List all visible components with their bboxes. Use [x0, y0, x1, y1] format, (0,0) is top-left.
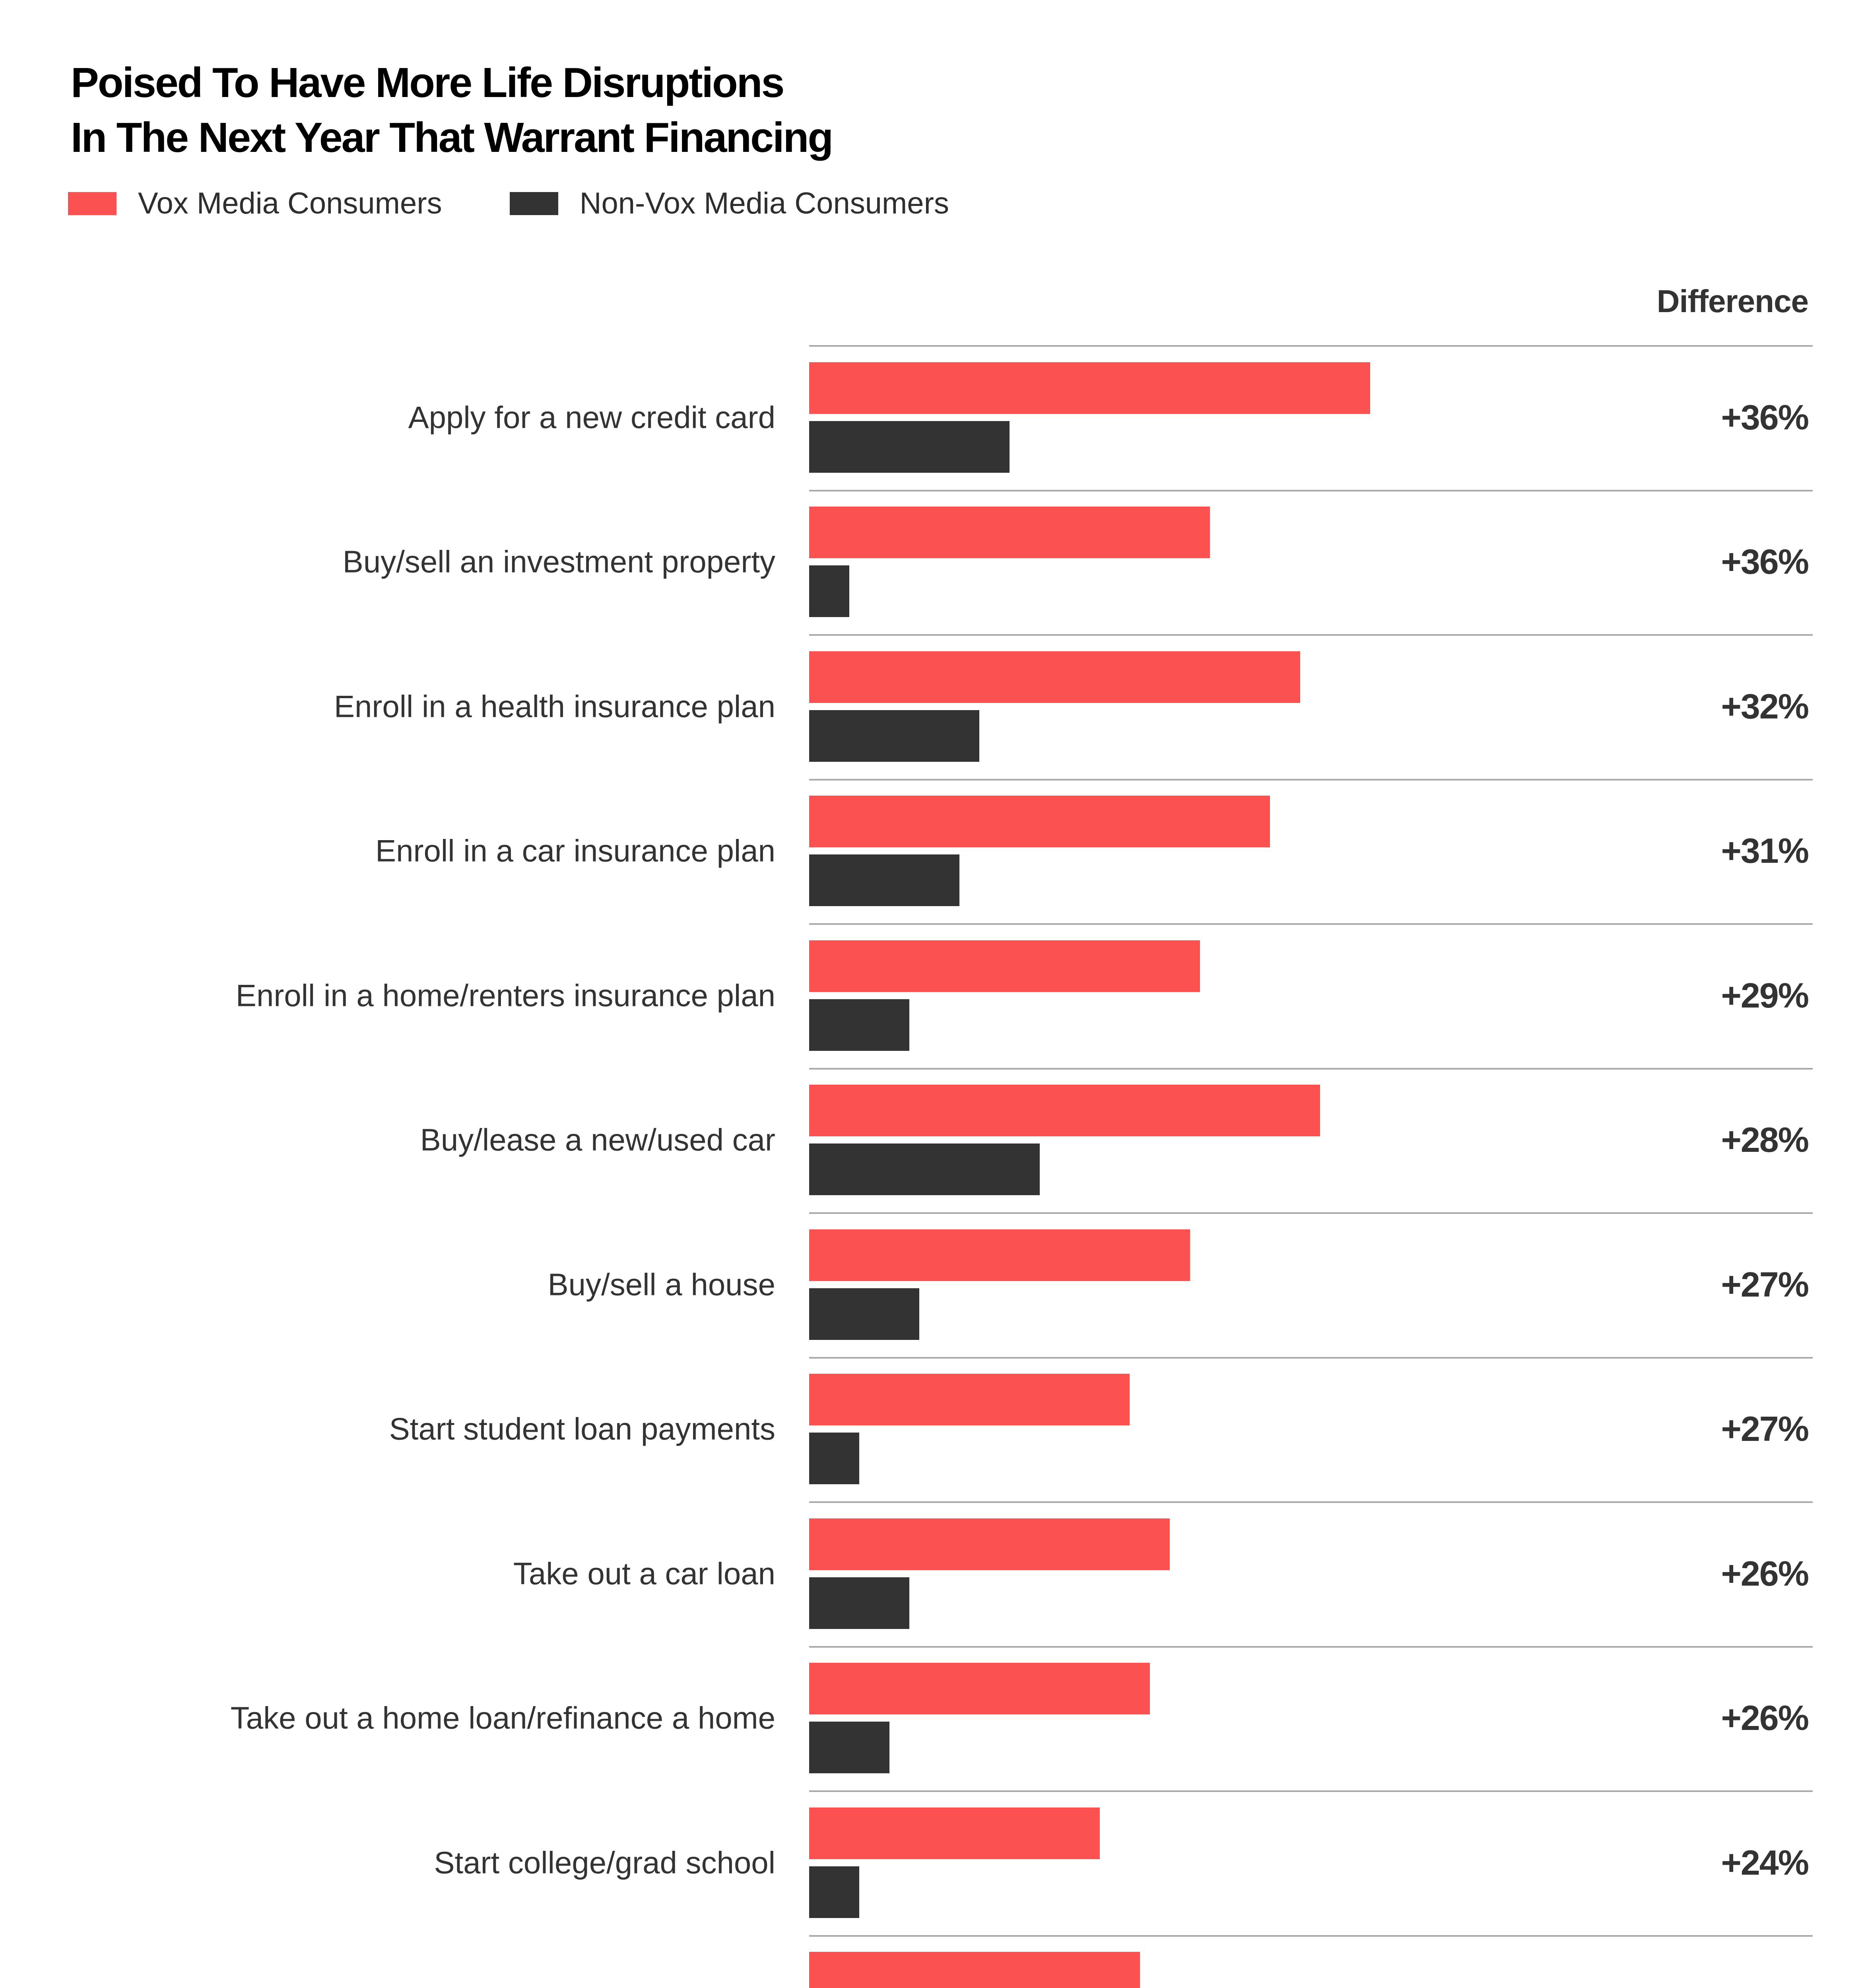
vox-bar	[809, 1518, 1170, 1570]
chart-row: Buy/sell a house +27%	[0, 1212, 1864, 1357]
bar-group	[809, 1229, 1190, 1340]
vox-bar	[809, 796, 1270, 848]
chart-row: Enroll in a car insurance plan +31%	[0, 779, 1864, 924]
non-vox-bar	[809, 854, 959, 907]
legend-label: Vox Media Consumers	[138, 186, 442, 220]
vox-bar	[809, 1807, 1100, 1859]
row-separator	[809, 1212, 1813, 1214]
non-vox-bar	[809, 1288, 920, 1340]
difference-value: +26%	[1721, 1698, 1809, 1738]
vox-bar	[809, 507, 1210, 559]
row-separator	[809, 1068, 1813, 1070]
legend-swatch-icon	[68, 192, 116, 215]
category-label: Enroll in a health insurance plan	[334, 689, 775, 724]
row-separator	[809, 1935, 1813, 1937]
difference-value: +23%	[1721, 1987, 1809, 1988]
non-vox-bar	[809, 1866, 859, 1918]
difference-value: +29%	[1721, 975, 1809, 1015]
chart-row: Enroll in a health insurance plan +32%	[0, 634, 1864, 779]
legend-item: Non-Vox Media Consumers	[509, 186, 949, 221]
row-separator	[809, 1357, 1813, 1359]
vox-bar	[809, 362, 1371, 414]
category-label: Take out a car loan	[513, 1556, 775, 1591]
non-vox-bar	[809, 421, 1010, 473]
row-separator	[809, 1790, 1813, 1792]
non-vox-bar	[809, 565, 849, 617]
category-label: Buy/sell an investment property	[342, 544, 775, 579]
vox-bar	[809, 1085, 1320, 1137]
bar-group	[809, 651, 1300, 762]
non-vox-bar	[809, 710, 980, 762]
difference-value: +26%	[1721, 1553, 1809, 1593]
non-vox-bar	[809, 1143, 1040, 1196]
legend-swatch-icon	[509, 192, 558, 215]
bar-group	[809, 1952, 1140, 1988]
row-separator	[809, 779, 1813, 780]
vox-bar	[809, 1952, 1140, 1988]
bar-group	[809, 1518, 1170, 1629]
difference-value: +31%	[1721, 831, 1809, 871]
difference-column-header: Difference	[1656, 283, 1809, 319]
category-label: Start student loan payments	[389, 1411, 775, 1446]
bar-group	[809, 1663, 1150, 1774]
bar-group	[809, 1085, 1320, 1196]
difference-value: +36%	[1721, 542, 1809, 582]
vox-bar	[809, 940, 1200, 992]
non-vox-bar	[809, 999, 909, 1051]
bar-group	[809, 507, 1210, 617]
non-vox-bar	[809, 1722, 889, 1774]
legend-label: Non-Vox Media Consumers	[579, 186, 949, 220]
category-label: Enroll in a home/renters insurance plan	[235, 978, 775, 1013]
legend: Vox Media Consumers Non-Vox Media Consume…	[68, 186, 949, 221]
difference-value: +27%	[1721, 1409, 1809, 1449]
difference-value: +24%	[1721, 1842, 1809, 1882]
vox-bar	[809, 1229, 1190, 1281]
bar-group	[809, 796, 1270, 907]
chart-title-line1: Poised To Have More Life Disruptions	[71, 59, 784, 106]
row-separator	[809, 1646, 1813, 1648]
bar-group	[809, 940, 1200, 1051]
difference-value: +27%	[1721, 1264, 1809, 1304]
chart-row: Start college/grad school +24%	[0, 1790, 1864, 1935]
bar-group	[809, 1807, 1100, 1918]
row-separator	[809, 634, 1813, 636]
chart-row: Apply for a new credit card +36%	[0, 345, 1864, 490]
chart-row: Start student loan payments +27%	[0, 1357, 1864, 1502]
difference-value: +32%	[1721, 686, 1809, 726]
category-label: Apply for a new credit card	[408, 400, 775, 435]
chart-row: Buy/lease a new/used car +28%	[0, 1068, 1864, 1213]
vox-bar	[809, 1374, 1130, 1426]
non-vox-bar	[809, 1433, 859, 1485]
legend-item: Vox Media Consumers	[68, 186, 442, 221]
bar-group	[809, 1374, 1130, 1485]
chart-row: Buy/sell an investment property +36%	[0, 489, 1864, 635]
difference-value: +28%	[1721, 1120, 1809, 1160]
row-separator	[809, 489, 1813, 491]
chart-row: Take out a home loan/refinance a home +26…	[0, 1646, 1864, 1791]
row-separator	[809, 923, 1813, 925]
vox-bar	[809, 1663, 1150, 1715]
category-label: Start college/grad school	[434, 1845, 776, 1880]
category-label: Buy/lease a new/used car	[420, 1122, 775, 1157]
bar-group	[809, 362, 1371, 473]
chart-row: Take out a car loan +26%	[0, 1501, 1864, 1646]
vox-bar	[809, 651, 1300, 703]
chart-title-line2: In The Next Year That Warrant Financing	[71, 114, 833, 161]
category-label: Enroll in a car insurance plan	[375, 833, 775, 868]
category-label: Take out a home loan/refinance a home	[230, 1700, 775, 1736]
chart-rows: Apply for a new credit card +36% Buy/sell …	[0, 345, 1864, 1988]
row-separator	[809, 345, 1813, 347]
chart-title: Poised To Have More Life Disruptions In …	[71, 56, 833, 165]
row-separator	[809, 1501, 1813, 1503]
chart-row: Move to a new city+23%	[0, 1935, 1864, 1988]
category-label: Buy/sell a house	[548, 1267, 775, 1302]
non-vox-bar	[809, 1577, 909, 1629]
chart-row: Enroll in a home/renters insurance plan +…	[0, 923, 1864, 1068]
difference-value: +36%	[1721, 397, 1809, 437]
